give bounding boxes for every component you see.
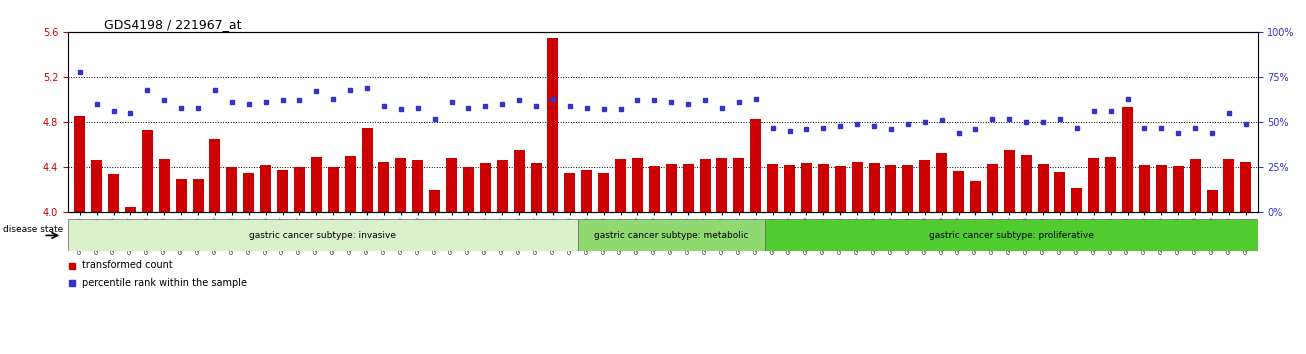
Bar [852,162,863,212]
Bar [108,174,119,212]
Bar [615,159,626,212]
Bar [1071,188,1083,212]
Bar [1105,157,1117,212]
Bar [767,164,778,212]
Bar [632,158,643,212]
Bar [1122,108,1134,212]
Bar [1156,165,1166,212]
Bar [513,150,525,212]
Bar [175,178,187,212]
Text: gastric cancer subtype: invasive: gastric cancer subtype: invasive [249,231,396,240]
Bar [547,38,559,212]
Bar [835,166,846,212]
Bar [413,160,423,212]
Bar [581,170,592,212]
Bar [68,219,577,251]
Bar [1054,172,1066,212]
Bar [192,178,204,212]
Bar [801,163,812,212]
Bar [479,163,491,212]
Bar [209,139,221,212]
Bar [784,165,795,212]
Text: gastric cancer subtype: proliferative: gastric cancer subtype: proliferative [929,231,1093,240]
Bar [396,158,406,212]
Text: GDS4198 / 221967_at: GDS4198 / 221967_at [103,18,242,31]
Bar [666,164,677,212]
Bar [818,164,829,212]
Text: percentile rank within the sample: percentile rank within the sample [81,278,247,288]
Bar [649,166,660,212]
Bar [277,170,289,212]
Bar [700,159,710,212]
Bar [564,173,576,212]
Bar [577,219,765,251]
Bar [345,156,355,212]
Bar [683,164,693,212]
Bar [159,159,170,212]
Bar [1207,190,1217,212]
Bar [1241,162,1251,212]
Bar [717,158,727,212]
Bar [74,116,85,212]
Bar [902,165,913,212]
Bar [919,160,930,212]
Bar [91,160,102,212]
Bar [885,165,896,212]
Bar [1224,159,1234,212]
Bar [362,128,372,212]
Bar [868,163,879,212]
Bar [953,171,964,212]
Bar [328,167,338,212]
Bar [260,165,272,212]
Bar [430,190,440,212]
Bar [311,157,321,212]
Bar [598,173,609,212]
Bar [970,181,981,212]
Bar [1173,166,1183,212]
Bar [1037,164,1049,212]
Text: transformed count: transformed count [81,261,172,270]
Bar [530,163,542,212]
Bar [226,167,238,212]
Bar [462,167,474,212]
Text: disease state: disease state [3,224,63,234]
Bar [734,158,744,212]
Bar [1088,158,1100,212]
Bar [447,158,457,212]
Bar [765,219,1258,251]
Bar [987,164,998,212]
Bar [1139,165,1151,212]
Bar [750,119,761,212]
Bar [142,130,153,212]
Bar [1190,159,1200,212]
Bar [294,167,304,212]
Bar [1021,155,1032,212]
Bar [936,153,947,212]
Bar [379,162,389,212]
Bar [243,173,255,212]
Bar [1004,150,1015,212]
Bar [125,207,136,212]
Text: gastric cancer subtype: metabolic: gastric cancer subtype: metabolic [594,231,748,240]
Bar [496,160,508,212]
